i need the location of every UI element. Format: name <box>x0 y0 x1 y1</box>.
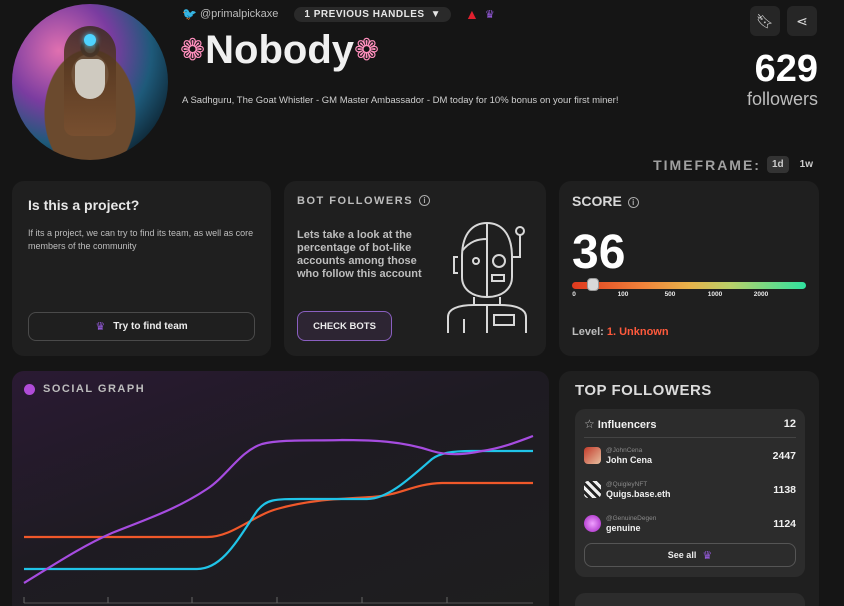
follower-name: genuine <box>606 522 641 533</box>
avatar-third-eye <box>84 34 96 46</box>
next-category-box[interactable] <box>575 593 805 606</box>
top-followers-title: TOP FOLLOWERS <box>575 382 712 399</box>
score-level: Level: 1. Unknown <box>572 326 669 338</box>
score-level-label: Level: <box>572 326 604 338</box>
follower-handle: @QuigleyNFT <box>606 480 648 488</box>
score-knob <box>587 278 600 291</box>
influencers-count: 12 <box>783 418 796 430</box>
project-card: Is this a project? If its a project, we … <box>12 181 271 356</box>
graph-line-cyan <box>24 449 533 571</box>
avatar <box>584 515 601 532</box>
follower-count: 1138 <box>773 483 796 496</box>
avatar-beard <box>75 59 105 99</box>
handle-row: 🐦 @primalpickaxe 1 PREVIOUS HANDLES ▼ ▲ … <box>182 6 495 22</box>
find-team-button[interactable]: ♛ Try to find team <box>28 312 255 341</box>
graph-line-purple <box>23 434 534 584</box>
info-icon[interactable]: i <box>419 195 431 206</box>
followers-count: 629 <box>754 48 818 90</box>
crown-icon[interactable]: ♛ <box>484 8 495 21</box>
project-card-description: If its a project, we can try to find its… <box>28 228 254 251</box>
caret-down-icon: ▼ <box>430 8 441 20</box>
crown-icon: ♛ <box>95 321 106 333</box>
social-graph-title-row: SOCIAL GRAPH <box>24 383 537 395</box>
profile-name: Nobody <box>205 28 355 72</box>
timeframe-label: TIMEFRAME: <box>653 156 761 173</box>
graph-line-orange <box>24 481 533 539</box>
lotus-icon: ❁ <box>354 34 380 67</box>
score-value: 36 <box>572 226 626 279</box>
score-level-value: 1. Unknown <box>606 326 669 338</box>
profile-handle[interactable]: @primalpickaxe <box>200 8 279 20</box>
avatar <box>584 447 601 464</box>
follower-count: 1124 <box>773 517 796 530</box>
score-bar <box>572 282 806 289</box>
followers-label: followers <box>746 89 818 109</box>
previous-handles-label: 1 PREVIOUS HANDLES <box>304 8 425 20</box>
star-icon: ☆ <box>584 417 595 431</box>
timeframe-option-1d[interactable]: 1d <box>766 156 789 173</box>
find-team-label: Try to find team <box>113 321 188 332</box>
list-item[interactable]: @GenuineDegen genuine 1124 <box>584 507 796 540</box>
bot-followers-card: BOT FOLLOWERS i Lets take a look at the p… <box>284 181 546 356</box>
score-tick: 500 <box>664 291 676 298</box>
crown-icon: ♛ <box>702 549 713 562</box>
score-title: SCORE <box>572 193 622 209</box>
follower-name: Quigs.base.eth <box>606 488 671 499</box>
score-tick: 0 <box>572 291 576 298</box>
score-card: SCORE i 36 0 100 500 1000 2000 Level: 1. … <box>559 181 819 356</box>
see-all-label: See all <box>667 550 697 560</box>
see-all-button[interactable]: See all ♛ <box>584 543 796 567</box>
score-tick: 100 <box>617 291 629 298</box>
twitter-bird-icon: 🐦 <box>182 7 197 21</box>
follower-handle: @JohnCena <box>606 446 643 454</box>
score-title-row: SCORE i <box>572 193 806 209</box>
profile-avatar <box>12 4 168 160</box>
bot-followers-title-row: BOT FOLLOWERS i <box>297 195 533 207</box>
profile-bio: A Sadhguru, The Goat Whistler - GM Maste… <box>182 95 619 106</box>
robot-human-illustration-icon <box>447 221 527 333</box>
list-item[interactable]: @JohnCena John Cena 2447 <box>584 439 796 472</box>
follower-name: John Cena <box>606 454 653 465</box>
score-tick: 2000 <box>753 291 769 298</box>
bot-followers-description: Lets take a look at the percentage of bo… <box>297 229 422 280</box>
follower-handle: @GenuineDegen <box>606 514 657 522</box>
social-graph-title: SOCIAL GRAPH <box>43 383 146 395</box>
influencers-label: Influencers <box>597 419 657 431</box>
profile-name-row: ❁ Nobody ❁ <box>180 28 379 73</box>
info-icon[interactable]: i <box>627 197 639 208</box>
social-graph-card: SOCIAL GRAPH <box>12 371 549 606</box>
list-item[interactable]: @QuigleyNFT Quigs.base.eth 1138 <box>584 473 796 506</box>
timeframe-option-1w[interactable]: 1w <box>799 159 813 170</box>
timeframe-selector: TIMEFRAME: 1d 1w <box>653 156 818 173</box>
score-tick: 1000 <box>707 291 723 298</box>
bookmark-button[interactable]: 🔖︎ <box>750 6 780 36</box>
social-graph-chart <box>23 434 534 604</box>
previous-handles-button[interactable]: 1 PREVIOUS HANDLES ▼ <box>294 6 451 22</box>
follower-count: 2447 <box>772 449 796 462</box>
project-card-title: Is this a project? <box>28 197 140 213</box>
lotus-icon: ❁ <box>180 34 206 67</box>
bot-followers-title: BOT FOLLOWERS <box>297 195 414 207</box>
influencers-box: ☆ Influencers 12 @JohnCena John Cena 2447… <box>575 409 805 577</box>
warning-icon[interactable]: ▲ <box>464 6 479 22</box>
check-bots-button[interactable]: CHECK BOTS <box>297 311 392 341</box>
top-followers-card: TOP FOLLOWERS ☆ Influencers 12 @JohnCena … <box>559 371 819 606</box>
avatar <box>584 481 601 498</box>
bookmark-icon: 🔖︎ <box>756 12 774 29</box>
influencers-header[interactable]: ☆ Influencers 12 <box>584 417 796 438</box>
graph-dot-icon <box>24 383 35 395</box>
share-button[interactable]: ⋖ <box>787 6 817 36</box>
share-icon: ⋖ <box>796 12 808 29</box>
